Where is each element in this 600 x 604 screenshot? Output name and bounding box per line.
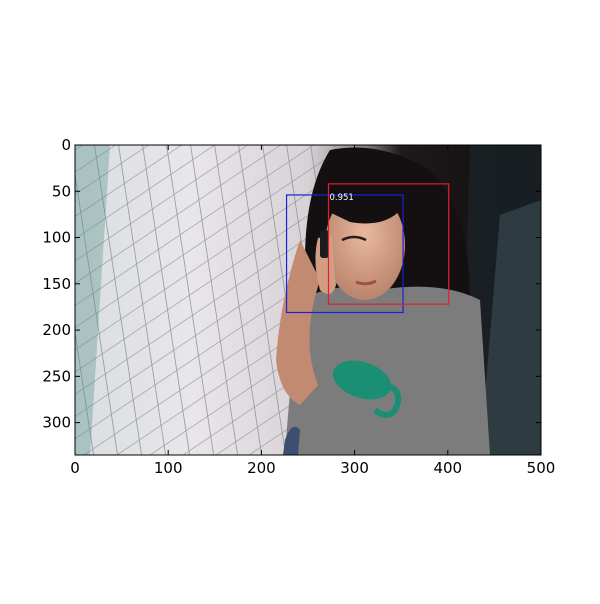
photo bbox=[75, 145, 541, 455]
detection-boxes: 0.951 bbox=[285, 183, 450, 314]
x-tick-label: 500 bbox=[527, 459, 556, 477]
y-tick-label: 100 bbox=[42, 229, 71, 247]
y-tick-label: 200 bbox=[42, 321, 71, 339]
x-tick-label: 300 bbox=[340, 459, 369, 477]
y-tick-label: 150 bbox=[42, 275, 71, 293]
y-tick-label: 50 bbox=[52, 182, 71, 200]
x-tick-label: 200 bbox=[247, 459, 276, 477]
detection-box-red bbox=[327, 183, 450, 305]
x-tick-label: 0 bbox=[70, 459, 80, 477]
y-tick-label: 300 bbox=[42, 414, 71, 432]
axes-frame bbox=[74, 144, 542, 456]
detection-box-blue bbox=[285, 194, 404, 314]
y-tick-label: 0 bbox=[61, 136, 71, 154]
x-tick-label: 100 bbox=[154, 459, 183, 477]
detection-score-label: 0.951 bbox=[330, 193, 354, 203]
x-axis: 0 100 200 300 400 500 bbox=[70, 145, 555, 477]
y-tick-label: 250 bbox=[42, 367, 71, 385]
x-tick-label: 400 bbox=[433, 459, 462, 477]
y-axis: 0 50 100 150 200 250 300 bbox=[42, 136, 541, 432]
